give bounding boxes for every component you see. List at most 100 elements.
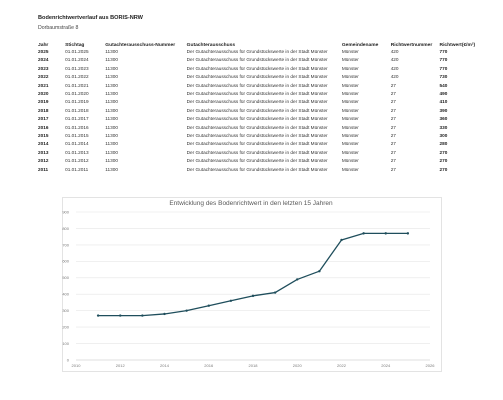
cell-gutachterausschuss: Der Gutachterausschuss für Grundstückswe… [186, 124, 328, 130]
cell-richtwertnummer: 27 [390, 99, 396, 105]
y-tick-label: 900 [62, 209, 69, 214]
data-point [185, 309, 188, 312]
cell-gemeindename: Münster [341, 124, 359, 130]
cell-jahr: 2011 [38, 166, 49, 172]
cell-jahr: 2019 [38, 99, 49, 105]
y-tick-label: 500 [62, 275, 69, 280]
series-line [98, 232, 408, 317]
cell-richtwert: 730 [439, 74, 448, 80]
cell-ga-nummer: 11300 [105, 107, 118, 113]
cell-richtwert: 770 [439, 65, 448, 71]
data-point [141, 314, 144, 317]
cell-gutachterausschuss: Der Gutachterausschuss für Grundstückswe… [186, 65, 328, 71]
cell-ga-nummer: 11300 [105, 57, 118, 63]
cell-gutachterausschuss: Der Gutachterausschuss für Grundstückswe… [186, 49, 328, 54]
cell-jahr: 2024 [38, 57, 49, 63]
page-subtitle: Dorbaumstraße 8 [38, 25, 79, 31]
cell-gutachterausschuss: Der Gutachterausschuss für Grundstückswe… [186, 149, 328, 155]
cell-gutachterausschuss: Der Gutachterausschuss für Grundstückswe… [186, 158, 328, 164]
cell-ga-nummer: 11300 [105, 82, 118, 88]
cell-gutachterausschuss: Der Gutachterausschuss für Grundstückswe… [186, 133, 328, 139]
cell-richtwertnummer: 27 [390, 91, 396, 97]
cell-ga-nummer: 11300 [105, 141, 118, 147]
cell-jahr: 2020 [38, 91, 49, 97]
cell-ga-nummer: 11300 [105, 116, 118, 122]
cell-richtwertnummer: 27 [390, 149, 396, 155]
table-row: 2016 01.01.2016 11300 Der Gutachterausschus… [36, 124, 481, 132]
cell-richtwertnummer: 420 [390, 74, 399, 80]
cell-ga-nummer: 11300 [105, 65, 118, 71]
data-point [251, 294, 255, 298]
cell-ga-nummer: 11300 [105, 133, 118, 139]
data-point [207, 304, 210, 307]
cell-stichtag: 01.01.2014 [65, 141, 89, 147]
cell-gemeindename: Münster [341, 82, 359, 88]
cell-jahr: 2017 [38, 116, 49, 122]
richtwert-table: Jahr Stichtag Gutachterausschuss-Nummer … [36, 40, 481, 174]
table-row: 2020 01.01.2020 11300 Der Gutachterausschus… [36, 90, 481, 98]
y-tick-label: 700 [62, 242, 69, 247]
cell-richtwert: 270 [439, 149, 448, 155]
table-body: 2025 01.01.2025 11300 Der Gutachterausschus… [36, 48, 481, 174]
cell-richtwert: 770 [439, 49, 448, 54]
cell-richtwert: 300 [439, 133, 448, 139]
cell-gemeindename: Münster [341, 65, 359, 71]
data-point [340, 238, 343, 242]
cell-jahr: 2015 [38, 133, 49, 139]
cell-gutachterausschuss: Der Gutachterausschuss für Grundstückswe… [186, 166, 328, 172]
cell-richtwert: 770 [439, 57, 448, 63]
cell-gemeindename: Münster [341, 57, 359, 63]
cell-stichtag: 01.01.2016 [65, 124, 89, 130]
cell-stichtag: 01.01.2018 [65, 107, 89, 113]
cell-richtwert: 410 [439, 99, 448, 105]
cell-jahr: 2013 [38, 149, 49, 155]
chart-title: Entwicklung des Bodenrichtwert in den le… [169, 200, 333, 207]
cell-richtwertnummer: 27 [390, 124, 396, 130]
data-point [318, 270, 321, 273]
header-gutachterausschuss: Gutachterausschuss [186, 43, 236, 48]
cell-gemeindename: Münster [341, 91, 359, 97]
cell-richtwert: 390 [439, 107, 448, 113]
table-row: 2013 01.01.2013 11300 Der Gutachterausschus… [36, 149, 481, 157]
cell-richtwert: 280 [439, 141, 448, 147]
data-point [229, 299, 233, 302]
cell-gutachterausschuss: Der Gutachterausschuss für Grundstückswe… [186, 74, 328, 80]
cell-stichtag: 01.01.2025 [65, 49, 89, 54]
data-point [96, 314, 100, 317]
x-tick-label: 2018 [249, 363, 259, 368]
page-title: Bodenrichtwertverlauf aus BORIS-NRW [38, 15, 143, 21]
x-tick-label: 2014 [160, 363, 170, 368]
cell-stichtag: 01.01.2015 [65, 133, 89, 139]
cell-gemeindename: Münster [341, 166, 359, 172]
data-point [273, 291, 277, 294]
header-richtwertnummer: Richtwertnummer [390, 43, 433, 48]
cell-gutachterausschuss: Der Gutachterausschuss für Grundstückswe… [186, 107, 328, 113]
cell-gemeindename: Münster [341, 49, 359, 54]
cell-stichtag: 01.01.2024 [65, 57, 89, 63]
cell-richtwertnummer: 27 [390, 116, 396, 122]
cell-ga-nummer: 11300 [105, 99, 118, 105]
cell-richtwertnummer: 27 [390, 107, 396, 113]
table-row: 2023 01.01.2023 11300 Der Gutachterausschus… [36, 65, 481, 73]
x-tick-label: 2010 [72, 363, 82, 368]
cell-gutachterausschuss: Der Gutachterausschuss für Grundstückswe… [186, 99, 328, 105]
cell-gutachterausschuss: Der Gutachterausschuss für Grundstückswe… [186, 116, 328, 122]
cell-gemeindename: Münster [341, 158, 359, 164]
cell-gutachterausschuss: Der Gutachterausschuss für Grundstückswe… [186, 141, 328, 147]
x-tick-label: 2026 [426, 363, 436, 368]
table-header-row: Jahr Stichtag Gutachterausschuss-Nummer … [36, 40, 481, 48]
cell-jahr: 2022 [38, 74, 49, 80]
x-tick-label: 2024 [381, 363, 391, 368]
cell-stichtag: 01.01.2019 [65, 99, 89, 105]
cell-richtwertnummer: 420 [390, 65, 399, 71]
cell-stichtag: 01.01.2017 [65, 116, 89, 122]
header-richtwert: Richtwert(€/m²) [439, 43, 476, 48]
cell-richtwert: 270 [439, 158, 448, 164]
data-point [119, 314, 122, 317]
data-point [406, 232, 410, 235]
table-row: 2018 01.01.2018 11300 Der Gutachterausschus… [36, 107, 481, 115]
chart-container [62, 197, 442, 372]
table-row: 2014 01.01.2014 11300 Der Gutachterausschus… [36, 140, 481, 148]
x-tick-label: 2020 [293, 363, 303, 368]
cell-richtwertnummer: 27 [390, 166, 396, 172]
